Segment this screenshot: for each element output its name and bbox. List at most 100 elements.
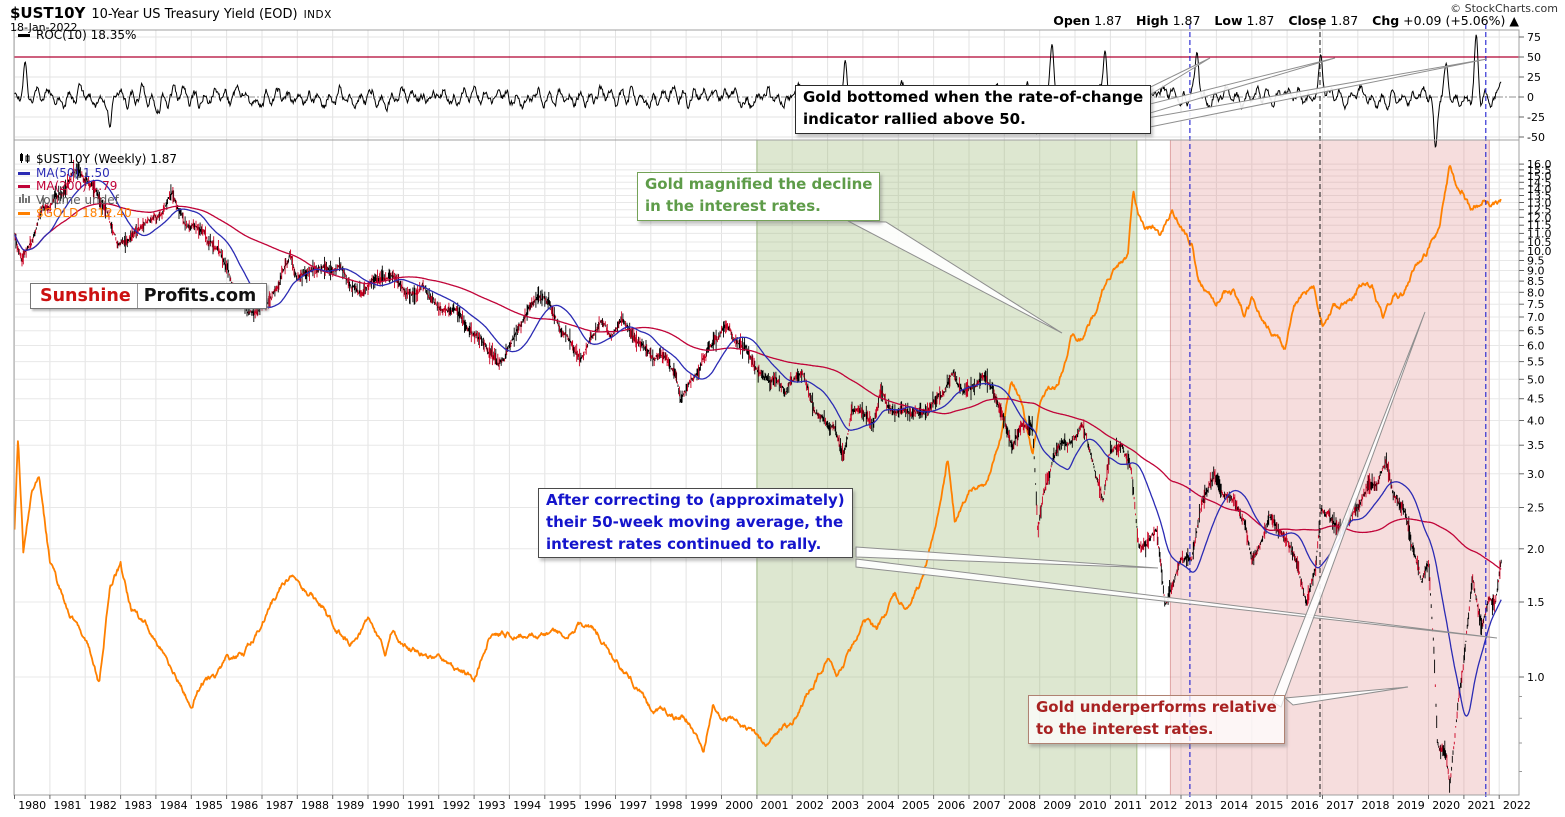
price-axis-label: 5.0	[1527, 373, 1545, 386]
high-value: 1.87	[1172, 13, 1201, 28]
price-axis-label: 13.5	[1527, 190, 1552, 203]
year-axis-label: 2002	[796, 799, 824, 812]
price-axis-label: 13.0	[1527, 197, 1552, 210]
annotation-rates-rally: After correcting to (approximately) thei…	[538, 488, 853, 559]
year-axis-label: 1999	[690, 799, 718, 812]
price-axis-label: 11.5	[1527, 219, 1552, 232]
pointer-wedge	[855, 558, 1498, 639]
year-axis-label: 1993	[478, 799, 506, 812]
price-axis-label: 11.0	[1527, 227, 1552, 240]
roc-legend-label: ROC(10) 18.35%	[36, 28, 137, 42]
roc-line-icon	[18, 29, 33, 43]
high-label: High	[1135, 13, 1169, 28]
legend-symbol-label: $UST10Y (Weekly) 1.87	[36, 152, 177, 166]
price-axis-label: 2.0	[1527, 543, 1545, 556]
year-axis-label: 1984	[160, 799, 188, 812]
price-axis-label: 15.0	[1527, 170, 1552, 183]
price-axis-label: 8.0	[1527, 286, 1545, 299]
year-axis-label: 2008	[1008, 799, 1036, 812]
year-axis-label: 1981	[54, 799, 82, 812]
price-axis-label: 9.0	[1527, 265, 1545, 278]
year-axis-label: 1989	[336, 799, 364, 812]
price-axis-label: 6.0	[1527, 340, 1545, 353]
open-value: 1.87	[1094, 13, 1122, 28]
year-axis-label: 2017	[1326, 799, 1354, 812]
price-axis-label: 7.0	[1527, 311, 1545, 324]
year-axis-label: 2011	[1114, 799, 1142, 812]
price-axis-label: 10.5	[1527, 236, 1552, 249]
year-axis-label: 2016	[1291, 799, 1319, 812]
year-axis-label: 1985	[195, 799, 223, 812]
annotation-gold-bottomed: Gold bottomed when the rate-of-change in…	[795, 85, 1152, 134]
price-axis-label: 4.5	[1527, 393, 1545, 406]
price-axis-label: 14.5	[1527, 176, 1552, 189]
year-axis-label: 2018	[1362, 799, 1390, 812]
price-axis-label: 8.5	[1527, 275, 1545, 288]
price-axis-label: 14.0	[1527, 183, 1552, 196]
gold-price-line	[14, 165, 1502, 753]
year-axis-label: 2019	[1397, 799, 1425, 812]
year-axis-label: 2003	[831, 799, 859, 812]
year-axis-label: 2020	[1432, 799, 1460, 812]
price-axis-label: 15.5	[1527, 164, 1552, 177]
year-axis-label: 2001	[761, 799, 789, 812]
pointer-wedge	[855, 546, 1159, 569]
price-axis-label: 12.5	[1527, 204, 1552, 217]
year-axis-label: 2014	[1220, 799, 1248, 812]
ma200-line-icon	[18, 180, 33, 194]
year-axis-label: 1991	[407, 799, 435, 812]
page-title: 10-Year US Treasury Yield (EOD)	[91, 7, 298, 22]
price-axis-label: 5.5	[1527, 356, 1545, 369]
close-value: 1.87	[1330, 13, 1359, 28]
year-axis-label: 1982	[89, 799, 117, 812]
year-axis-label: 1997	[619, 799, 647, 812]
chart-date: 18-Jan-2022	[10, 21, 78, 34]
low-value: 1.87	[1246, 13, 1275, 28]
year-axis-label: 2022	[1503, 799, 1531, 812]
year-axis-label: 2021	[1468, 799, 1496, 812]
roc-axis-label: 0	[1527, 91, 1534, 104]
chg-value: +0.09 (+5.06%)	[1403, 13, 1506, 28]
price-axis-label: 3.0	[1527, 468, 1545, 481]
year-axis-label: 1994	[513, 799, 541, 812]
year-axis-label: 1998	[655, 799, 683, 812]
price-axis-label: 10.0	[1527, 245, 1552, 258]
price-axis-label: 6.5	[1527, 325, 1545, 338]
year-axis-label: 2015	[1255, 799, 1283, 812]
ma50-line-icon	[18, 167, 33, 181]
roc-indicator-line	[14, 34, 1502, 148]
year-axis-label: 1980	[18, 799, 46, 812]
year-axis-label: 1990	[372, 799, 400, 812]
roc-axis-label: 75	[1527, 31, 1541, 44]
chg-label: Chg	[1372, 13, 1400, 28]
year-axis-label: 2007	[973, 799, 1001, 812]
ohlc-quote-line: Open 1.87 High 1.87 Low 1.87 Close 1.87 Chg +…	[1043, 13, 1519, 28]
up-arrow-icon: ▲	[1509, 13, 1519, 28]
open-label: Open	[1053, 13, 1091, 28]
axes: 75 50 25 0 -25 -50 16.015.515.014.514.013.513.…	[13, 29, 1552, 812]
legend-ma50-label: MA(50) 1.50	[36, 165, 110, 180]
legend-gold-label: $GOLD 1812.40	[36, 206, 132, 220]
year-axis-label: 2004	[867, 799, 895, 812]
exchange-label: INDX	[303, 9, 332, 21]
chart-header: $UST10Y 10-Year US Treasury Yield (EOD) IN…	[10, 3, 332, 22]
gold-line-icon	[18, 207, 33, 221]
year-axis-label: 2012	[1149, 799, 1177, 812]
roc-axis-label: 50	[1527, 51, 1541, 64]
price-axis-label: 9.5	[1527, 255, 1545, 268]
price-axis-label: 12.0	[1527, 211, 1552, 224]
year-axis-label: 1986	[230, 799, 258, 812]
year-axis-label: 1987	[266, 799, 294, 812]
price-axis-label: 3.5	[1527, 439, 1545, 452]
annotation-gold-magnified: Gold magnified the decline in the intere…	[637, 172, 881, 221]
year-axis-label: 2009	[1043, 799, 1071, 812]
roc-legend: ROC(10) 18.35%	[18, 28, 137, 43]
year-axis-label: 1983	[124, 799, 152, 812]
roc-axis-label: 25	[1527, 71, 1541, 84]
main-legend: $UST10Y (Weekly) 1.87 MA(50) 1.50 MA(200…	[18, 152, 177, 221]
annotation-gold-underperforms: Gold underperforms relative to the inter…	[1028, 695, 1285, 744]
price-axis-label: 1.0	[1527, 671, 1545, 684]
annotation-pointers	[847, 57, 1498, 708]
